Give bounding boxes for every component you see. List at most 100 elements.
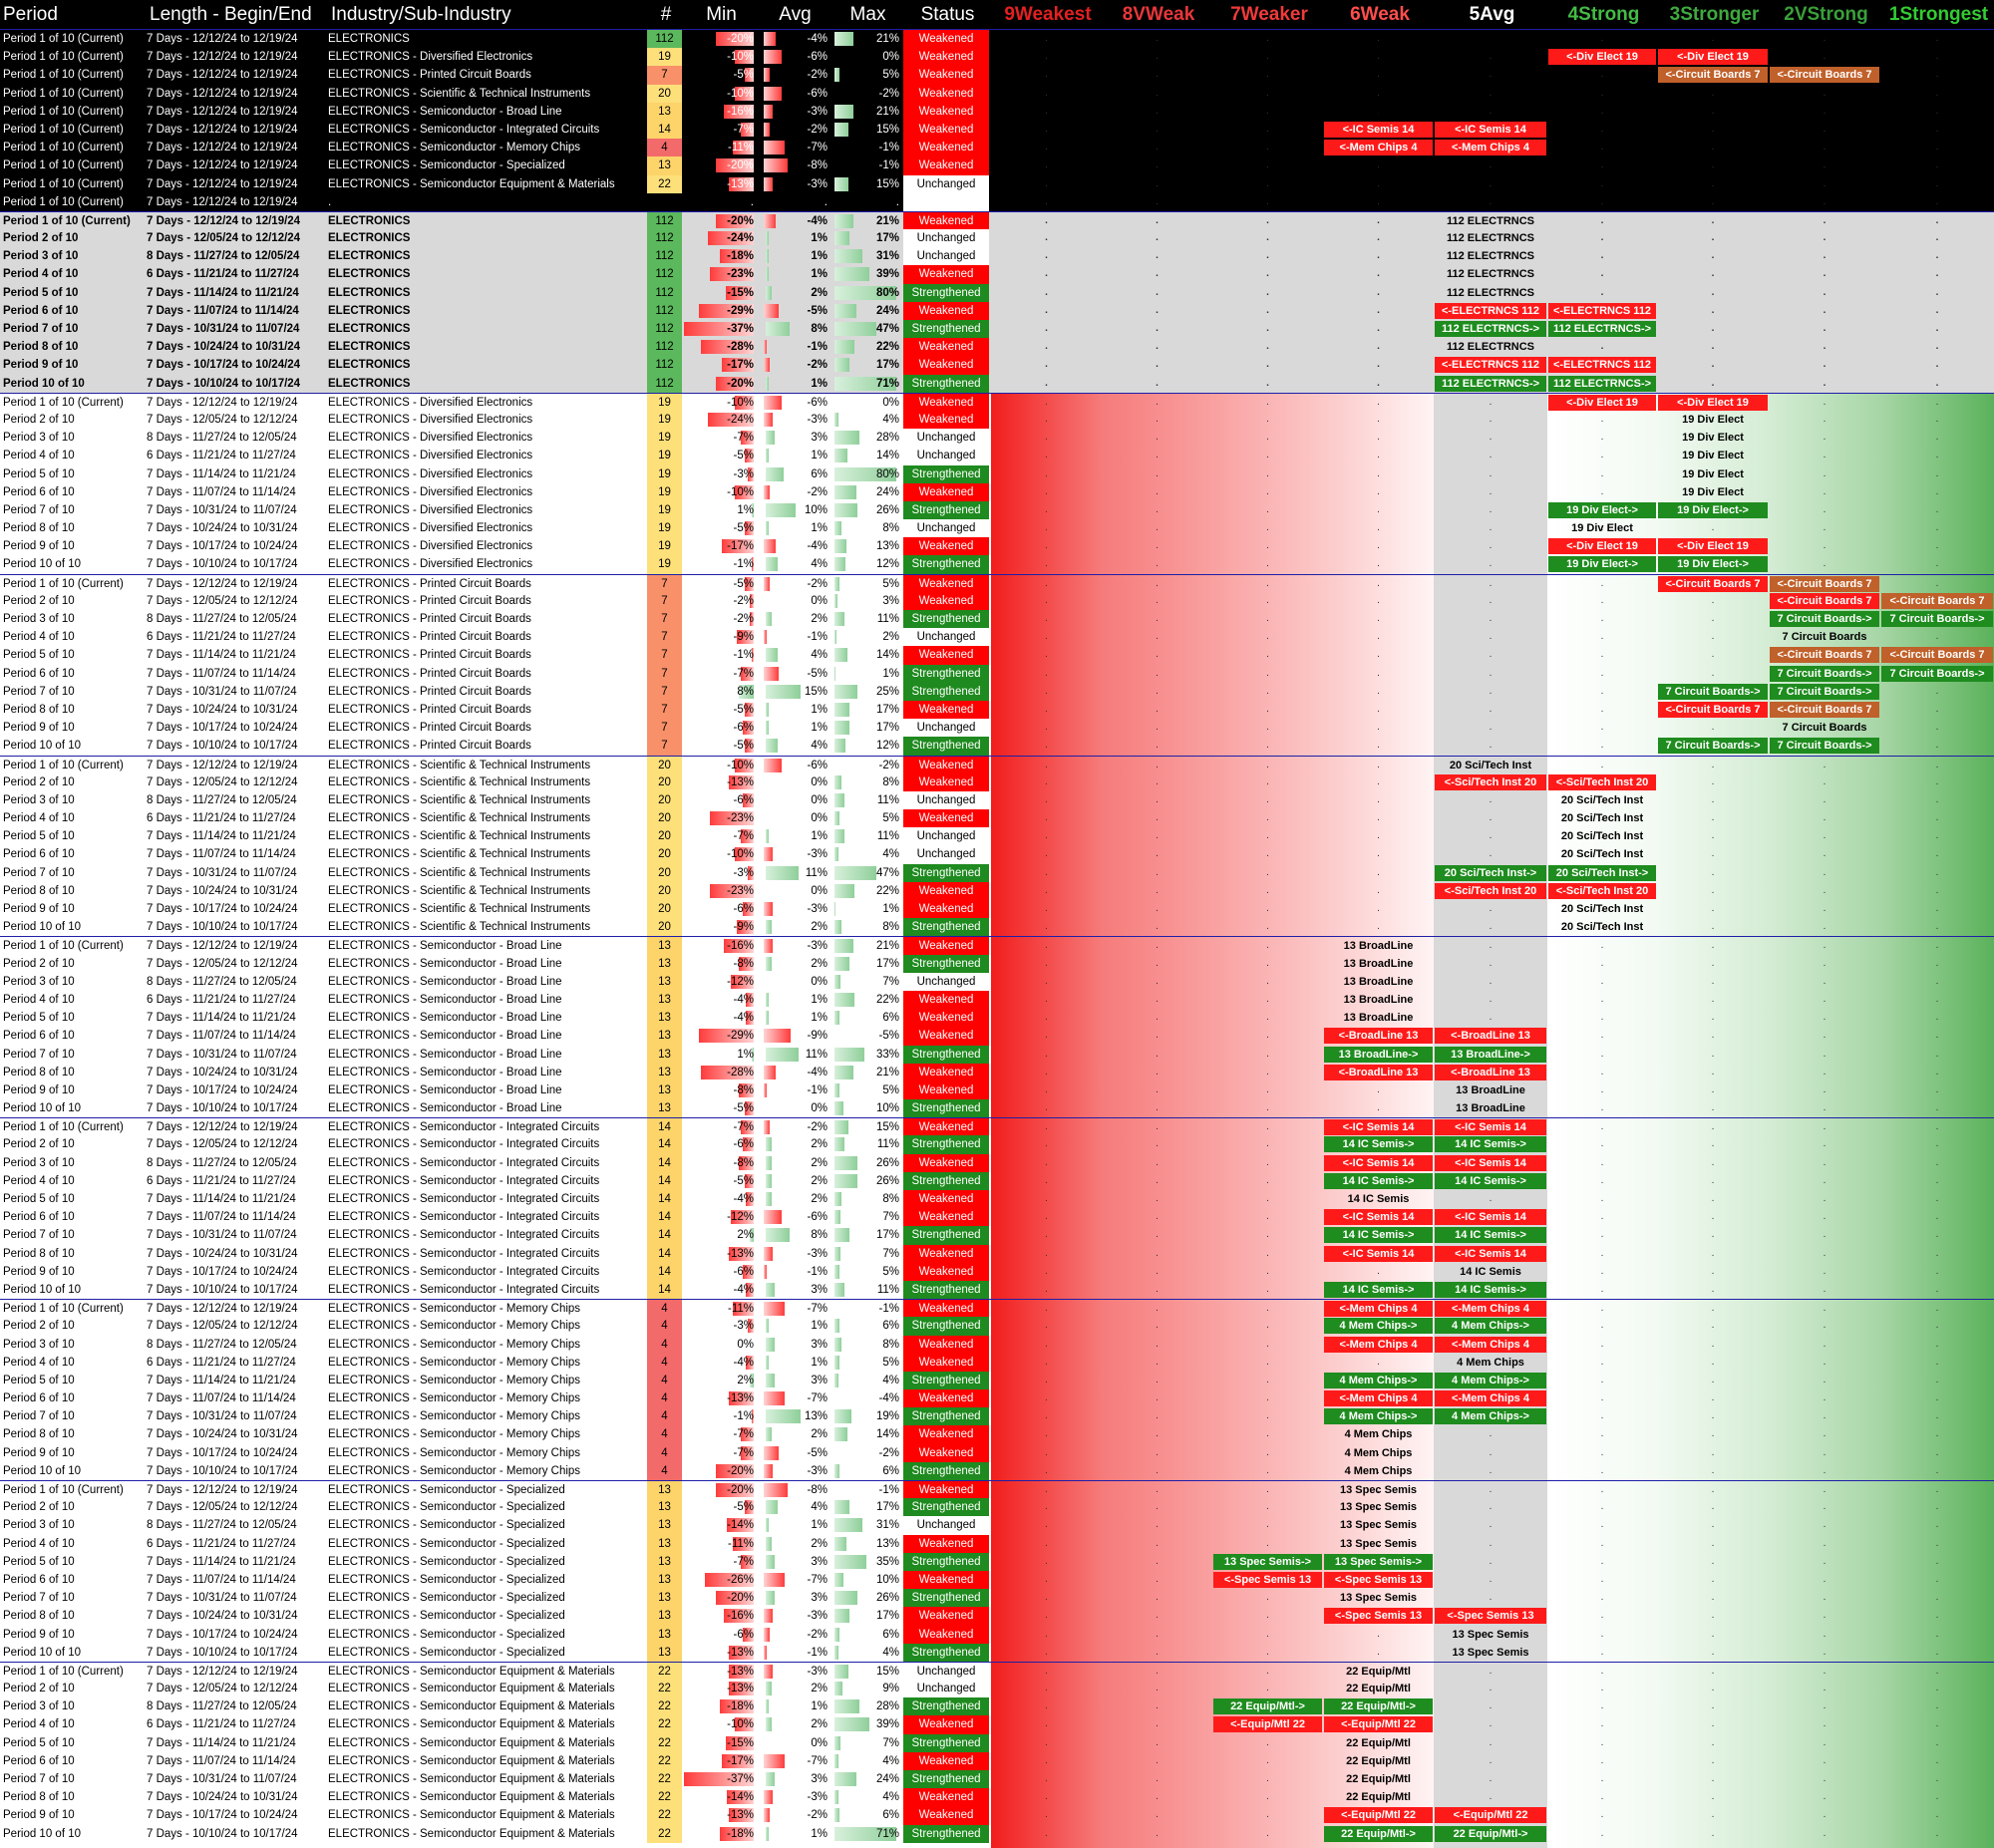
rank-label[interactable]: 4 Mem Chips-> bbox=[1324, 1318, 1433, 1335]
rank-label[interactable]: 13 Spec Semis bbox=[1452, 1628, 1529, 1641]
rank-label[interactable]: <-Mem Chips 4 bbox=[1435, 1301, 1546, 1318]
rank-label[interactable]: 19 Div Elect-> bbox=[1548, 556, 1656, 573]
header-9weakest[interactable]: 9Weakest bbox=[1004, 4, 1092, 25]
rank-label[interactable]: 13 Spec Semis bbox=[1339, 159, 1418, 172]
rank-label[interactable]: 7 Circuit Boards bbox=[1782, 722, 1867, 735]
rank-label[interactable]: <-BroadLine 13 bbox=[1435, 1064, 1546, 1080]
header--[interactable]: # bbox=[660, 4, 672, 25]
rank-label[interactable]: 4 Mem Chips-> bbox=[1324, 1372, 1433, 1388]
rank-label[interactable]: 20 Sci/Tech Inst bbox=[1560, 812, 1644, 825]
header-5avg[interactable]: 5Avg bbox=[1469, 4, 1515, 25]
rank-label[interactable]: <-BroadLine 13 bbox=[1324, 1064, 1433, 1080]
rank-label[interactable]: 22 Equip/Mtl bbox=[1346, 1754, 1411, 1767]
rank-label[interactable]: 20 Sci/Tech Inst bbox=[1560, 921, 1644, 934]
header-period[interactable]: Period bbox=[3, 4, 58, 25]
rank-label[interactable]: 20 Sci/Tech Inst-> bbox=[1435, 864, 1546, 881]
rank-label[interactable]: <-ELECTRNCS 112 bbox=[1435, 357, 1546, 374]
header-max[interactable]: Max bbox=[849, 4, 886, 25]
rank-label[interactable]: <-IC Semis 14 bbox=[1324, 1245, 1433, 1262]
rank-label[interactable]: 22 Equip/Mtl bbox=[1346, 1773, 1411, 1785]
rank-label[interactable]: <-BroadLine 13 bbox=[1435, 1028, 1546, 1045]
rank-label[interactable]: 14 IC Semis-> bbox=[1324, 1227, 1433, 1244]
rank-label[interactable]: 13 BroadLine bbox=[1343, 940, 1414, 953]
rank-label[interactable]: 112 ELECTRNCS bbox=[1446, 268, 1535, 281]
header-6weak[interactable]: 6Weak bbox=[1350, 4, 1410, 25]
rank-label[interactable]: 19 Div Elect bbox=[1682, 413, 1744, 426]
rank-label[interactable]: 4 Mem Chips bbox=[1344, 1446, 1413, 1459]
rank-label[interactable]: <-Mem Chips 4 bbox=[1435, 1336, 1546, 1353]
rank-label[interactable]: 22 Equip/Mtl-> bbox=[1435, 1825, 1546, 1842]
rank-label[interactable]: 7 Circuit Boards bbox=[1782, 631, 1867, 644]
rank-label[interactable]: 7 Circuit Boards-> bbox=[1770, 683, 1879, 700]
rank-label[interactable]: 19 Div Elect bbox=[1682, 450, 1744, 462]
rank-label[interactable]: 19 Div Elect bbox=[1682, 485, 1744, 498]
rank-label[interactable]: 22 Equip/Mtl bbox=[1346, 1736, 1411, 1749]
rank-label[interactable]: 14 IC Semis-> bbox=[1435, 1281, 1546, 1298]
rank-label[interactable]: 22 Equip/Mtl-> bbox=[1324, 1698, 1433, 1715]
rank-label[interactable]: <-IC Semis 14 bbox=[1435, 121, 1546, 138]
rank-label[interactable]: <-Mem Chips 4 bbox=[1435, 140, 1546, 156]
rank-label[interactable]: 14 IC Semis-> bbox=[1435, 1136, 1546, 1153]
rank-label[interactable]: <-BroadLine 13 bbox=[1324, 1028, 1433, 1045]
rank-label[interactable]: <-Equip/Mtl 22 bbox=[1213, 1716, 1322, 1733]
rank-label[interactable]: 14 IC Semis-> bbox=[1435, 1227, 1546, 1244]
rank-label[interactable]: <-IC Semis 14 bbox=[1435, 1154, 1546, 1171]
rank-label[interactable]: 4 Mem Chips-> bbox=[1324, 1408, 1433, 1425]
rank-label[interactable]: 7 Circuit Boards-> bbox=[1881, 665, 1993, 682]
rank-label[interactable]: 4 Mem Chips bbox=[1344, 1428, 1413, 1441]
rank-label[interactable]: <-IC Semis 14 bbox=[1324, 1154, 1433, 1171]
rank-label[interactable]: <-Div Elect 19 bbox=[1658, 394, 1768, 411]
rank-label[interactable]: <-IC Semis 14 bbox=[1435, 1119, 1546, 1136]
rank-label[interactable]: <-Equip/Mtl 22 bbox=[1324, 1807, 1433, 1824]
rank-label[interactable]: 112 ELECTRNCS bbox=[1446, 33, 1535, 45]
rank-label[interactable]: <-IC Semis 14 bbox=[1435, 1245, 1546, 1262]
rank-label[interactable]: 22 Equip/Mtl bbox=[1346, 1683, 1411, 1695]
rank-label[interactable]: 20 Sci/Tech Inst-> bbox=[1548, 864, 1656, 881]
rank-label[interactable]: <-ELECTRNCS 112 bbox=[1548, 302, 1656, 319]
rank-label[interactable]: 13 Spec Semis bbox=[1339, 1519, 1418, 1532]
rank-label[interactable]: <-Circuit Boards 7 bbox=[1658, 67, 1768, 84]
rank-label[interactable]: 13 BroadLine bbox=[1343, 1012, 1414, 1025]
rank-label[interactable]: 13 BroadLine bbox=[1343, 957, 1414, 970]
header-length-begin-end[interactable]: Length - Begin/End bbox=[150, 4, 312, 25]
rank-label[interactable]: 20 Sci/Tech Inst bbox=[1560, 830, 1644, 843]
rank-label[interactable]: 20 Sci/Tech Inst bbox=[1560, 903, 1644, 915]
rank-label[interactable]: 112 ELECTRNCS bbox=[1446, 250, 1535, 263]
rank-label[interactable]: 7 Circuit Boards-> bbox=[1658, 738, 1768, 755]
rank-label[interactable]: 13 Spec Semis bbox=[1339, 1592, 1418, 1605]
rank-label[interactable]: 14 IC Semis-> bbox=[1435, 1172, 1546, 1189]
rank-label[interactable]: 112 ELECTRNCS bbox=[1446, 232, 1535, 245]
header-status[interactable]: Status bbox=[920, 4, 975, 25]
rank-label[interactable]: <-Div Elect 19 bbox=[1658, 538, 1768, 555]
rank-label[interactable]: 13 Spec Semis bbox=[1339, 1501, 1418, 1514]
rank-label[interactable]: 112 ELECTRNCS bbox=[1446, 214, 1535, 227]
rank-label[interactable]: <-Sci/Tech Inst 20 bbox=[1435, 773, 1546, 790]
rank-label[interactable]: <-Circuit Boards 7 bbox=[1770, 575, 1879, 592]
rank-label[interactable]: 13 Spec Semis bbox=[1452, 1646, 1529, 1659]
rank-label[interactable]: <-Mem Chips 4 bbox=[1324, 1301, 1433, 1318]
rank-label[interactable]: <-Sci/Tech Inst 20 bbox=[1435, 882, 1546, 899]
rank-label[interactable]: <-Spec Semis 13 bbox=[1213, 1571, 1322, 1588]
rank-label[interactable]: <-Circuit Boards 7 bbox=[1881, 592, 1993, 609]
rank-label[interactable]: 20 Sci/Tech Inst bbox=[1560, 793, 1644, 806]
rank-label[interactable]: 14 IC Semis-> bbox=[1324, 1136, 1433, 1153]
rank-label[interactable]: 14 IC Semis-> bbox=[1324, 1172, 1433, 1189]
rank-label[interactable]: 4 Mem Chips-> bbox=[1435, 1318, 1546, 1335]
rank-label[interactable]: 13 BroadLine bbox=[1343, 993, 1414, 1006]
rank-label[interactable]: <-ELECTRNCS 112 bbox=[1435, 302, 1546, 319]
header-avg[interactable]: Avg bbox=[779, 4, 812, 25]
rank-label[interactable]: <-Div Elect 19 bbox=[1548, 394, 1656, 411]
rank-label[interactable]: 7 Circuit Boards-> bbox=[1770, 611, 1879, 627]
rank-label[interactable]: <-Div Elect 19 bbox=[1658, 49, 1768, 66]
rank-label[interactable]: 22 Equip/Mtl-> bbox=[1213, 1698, 1322, 1715]
rank-label[interactable]: <-Mem Chips 4 bbox=[1324, 140, 1433, 156]
rank-label[interactable]: 112 ELECTRNCS bbox=[1446, 286, 1535, 299]
rank-label[interactable]: 14 IC Semis-> bbox=[1324, 1281, 1433, 1298]
rank-label[interactable]: 7 Circuit Boards-> bbox=[1770, 665, 1879, 682]
rank-label[interactable]: 112 ELECTRNCS-> bbox=[1435, 375, 1546, 392]
rank-label[interactable]: 19 Div Elect-> bbox=[1658, 501, 1768, 518]
rank-label[interactable]: 13 BroadLine bbox=[1456, 1102, 1525, 1115]
rank-label[interactable]: 19 Div Elect-> bbox=[1548, 501, 1656, 518]
rank-label[interactable]: <-Div Elect 19 bbox=[1548, 49, 1656, 66]
rank-label[interactable]: <-Equip/Mtl 22 bbox=[1324, 1716, 1433, 1733]
